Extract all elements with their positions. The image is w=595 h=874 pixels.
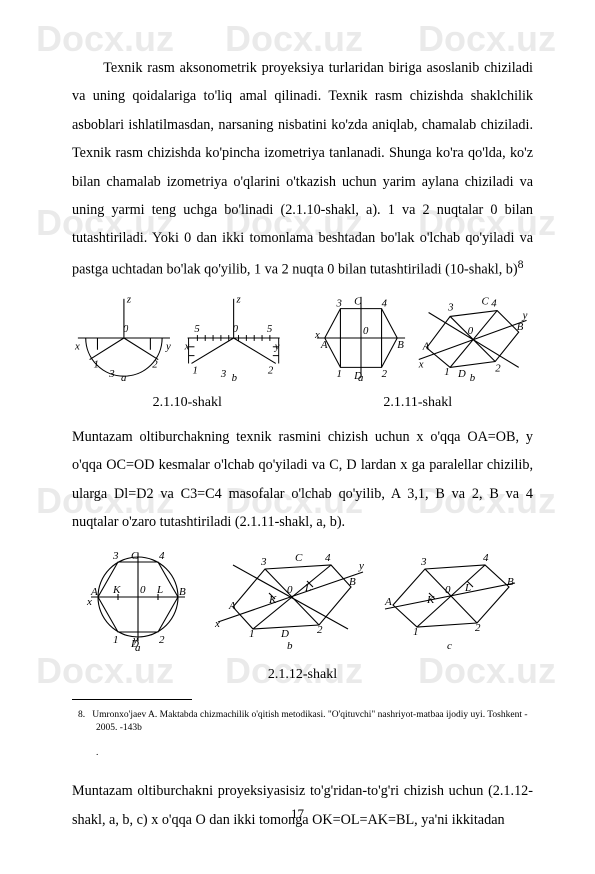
svg-text:C: C bbox=[354, 296, 362, 308]
svg-text:x: x bbox=[214, 618, 220, 630]
svg-text:C: C bbox=[481, 296, 489, 308]
svg-text:3: 3 bbox=[108, 368, 115, 380]
svg-text:b: b bbox=[287, 640, 293, 652]
svg-text:1: 1 bbox=[113, 634, 119, 646]
svg-text:c: c bbox=[447, 640, 452, 652]
svg-text:1: 1 bbox=[249, 628, 255, 640]
svg-text:y: y bbox=[521, 309, 527, 321]
svg-text:1: 1 bbox=[94, 358, 99, 370]
paragraph-2: Muntazam oltiburchakning texnik rasmini … bbox=[72, 423, 533, 537]
caption-2-1-12: 2.1.12-shakl bbox=[72, 661, 533, 689]
svg-text:B: B bbox=[507, 576, 514, 588]
svg-text:z: z bbox=[126, 294, 132, 306]
svg-text:x: x bbox=[184, 341, 190, 353]
svg-text:y: y bbox=[274, 341, 280, 353]
svg-text:2: 2 bbox=[268, 364, 274, 376]
footnote: 8. Umronxo'jaev A. Maktabda chizmachilik… bbox=[96, 709, 533, 735]
svg-text:D: D bbox=[280, 628, 289, 640]
svg-text:3: 3 bbox=[260, 556, 267, 568]
footnote-ref: 8 bbox=[518, 257, 524, 271]
svg-text:1: 1 bbox=[413, 626, 419, 638]
caption-2-1-11: 2.1.11-shakl bbox=[303, 389, 534, 417]
figure-row-1: z 0 x y 1 2 3 a z 0 x y 1 2 5 5 3 b bbox=[72, 290, 533, 385]
svg-text:x: x bbox=[74, 341, 80, 353]
svg-text:4: 4 bbox=[381, 298, 387, 310]
svg-text:A: A bbox=[384, 596, 392, 608]
svg-text:2: 2 bbox=[495, 362, 501, 374]
svg-text:L: L bbox=[304, 582, 311, 594]
svg-text:5: 5 bbox=[267, 323, 273, 335]
svg-text:1: 1 bbox=[192, 364, 197, 376]
figure-row-2: AB CD KL 0 34 12 xa y xA B4 31 20 KL CD … bbox=[72, 547, 533, 657]
svg-text:a: a bbox=[121, 372, 126, 384]
svg-text:a: a bbox=[358, 372, 363, 384]
svg-text:x: x bbox=[86, 596, 92, 608]
svg-text:y: y bbox=[132, 634, 138, 646]
svg-text:1: 1 bbox=[444, 366, 449, 378]
svg-text:x: x bbox=[314, 329, 320, 341]
figure-captions-1: 2.1.10-shakl 2.1.11-shakl bbox=[72, 389, 533, 417]
svg-text:K: K bbox=[426, 594, 435, 606]
svg-text:0: 0 bbox=[233, 323, 239, 335]
footnote-text: Umronxo'jaev A. Maktabda chizmachilik o'… bbox=[92, 710, 527, 733]
svg-text:3: 3 bbox=[220, 368, 227, 380]
svg-text:A: A bbox=[421, 341, 429, 353]
svg-text:C: C bbox=[131, 550, 139, 562]
svg-text:L: L bbox=[156, 584, 163, 596]
svg-text:K: K bbox=[112, 584, 121, 596]
svg-text:x: x bbox=[417, 358, 423, 370]
svg-text:B: B bbox=[516, 321, 523, 333]
svg-text:L: L bbox=[464, 582, 471, 594]
svg-text:D: D bbox=[457, 368, 466, 380]
svg-text:B: B bbox=[397, 339, 404, 351]
footnote-number: 8. bbox=[78, 710, 85, 720]
svg-text:2: 2 bbox=[159, 634, 165, 646]
svg-text:0: 0 bbox=[123, 323, 129, 335]
svg-text:3: 3 bbox=[447, 302, 454, 314]
svg-text:0: 0 bbox=[467, 325, 473, 337]
svg-text:4: 4 bbox=[483, 552, 489, 564]
svg-text:3: 3 bbox=[335, 298, 342, 310]
svg-text:A: A bbox=[228, 600, 236, 612]
paragraph-1: Texnik rasm aksonometrik proyeksiya turl… bbox=[72, 54, 533, 284]
svg-text:B: B bbox=[179, 586, 186, 598]
svg-text:B: B bbox=[349, 576, 356, 588]
svg-text:b: b bbox=[232, 372, 238, 384]
figure-2-1-12: AB CD KL 0 34 12 xa y xA B4 31 20 KL CD … bbox=[83, 547, 523, 657]
paragraph-1-text: Texnik rasm aksonometrik proyeksiya turl… bbox=[72, 60, 533, 278]
svg-text:y: y bbox=[358, 560, 364, 572]
svg-text:K: K bbox=[268, 594, 277, 606]
footnote-rule bbox=[72, 699, 192, 700]
svg-text:3: 3 bbox=[112, 550, 119, 562]
svg-text:A: A bbox=[319, 339, 327, 351]
svg-text:0: 0 bbox=[363, 325, 369, 337]
page-number: 17 bbox=[0, 806, 595, 822]
svg-text:2: 2 bbox=[152, 358, 158, 370]
svg-text:3: 3 bbox=[420, 556, 427, 568]
svg-text:2: 2 bbox=[381, 368, 387, 380]
figure-2-1-10: z 0 x y 1 2 3 a z 0 x y 1 2 5 5 3 b bbox=[72, 290, 283, 385]
svg-text:4: 4 bbox=[325, 552, 331, 564]
svg-text:b: b bbox=[469, 372, 475, 384]
svg-text:4: 4 bbox=[491, 298, 497, 310]
svg-text:0: 0 bbox=[445, 584, 451, 596]
figure-2-1-11: AB CD 34 12 0x a xA B4 31 20 DC y b bbox=[313, 290, 533, 385]
svg-text:2: 2 bbox=[317, 624, 323, 636]
page-content: Texnik rasm aksonometrik proyeksiya turl… bbox=[0, 0, 595, 874]
footnote-dot: . bbox=[96, 744, 533, 763]
svg-text:0: 0 bbox=[287, 584, 293, 596]
svg-text:0: 0 bbox=[140, 584, 146, 596]
svg-text:2: 2 bbox=[475, 622, 481, 634]
caption-2-1-10: 2.1.10-shakl bbox=[72, 389, 303, 417]
figure-captions-2: 2.1.12-shakl bbox=[72, 661, 533, 689]
svg-text:5: 5 bbox=[194, 323, 200, 335]
svg-text:4: 4 bbox=[159, 550, 165, 562]
svg-text:y: y bbox=[165, 341, 171, 353]
svg-text:1: 1 bbox=[336, 368, 341, 380]
svg-text:z: z bbox=[236, 294, 242, 306]
svg-text:C: C bbox=[295, 552, 303, 564]
